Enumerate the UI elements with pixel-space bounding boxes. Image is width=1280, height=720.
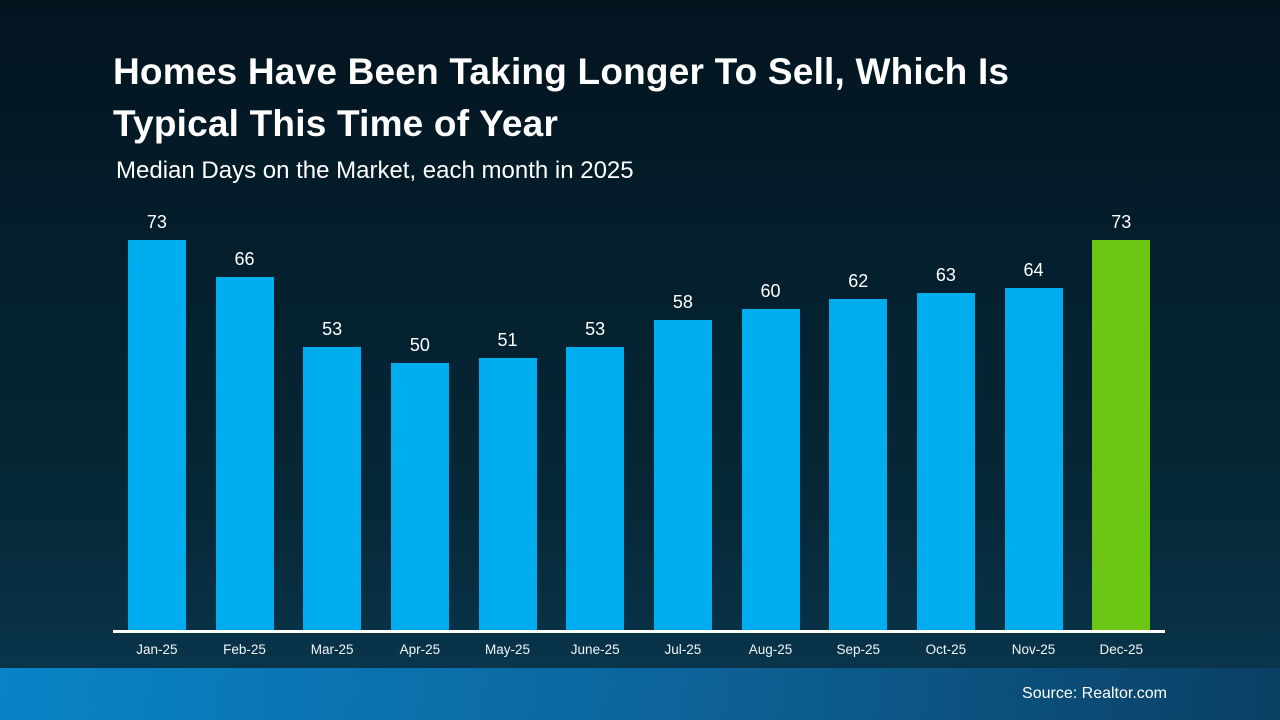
slide-subtitle: Median Days on the Market, each month in… bbox=[116, 157, 634, 184]
x-axis-label: May-25 bbox=[485, 642, 531, 657]
source-credit: Source: Realtor.com bbox=[1022, 685, 1167, 702]
bar bbox=[390, 363, 449, 630]
bar bbox=[303, 347, 362, 630]
bar-column-Feb-25: 66 bbox=[201, 210, 289, 630]
slide-title: Homes Have Been Taking Longer To Sell, W… bbox=[113, 46, 1009, 150]
bar-value-label: 62 bbox=[848, 271, 869, 291]
bar-value-label: 53 bbox=[322, 319, 343, 339]
x-axis-label: Nov-25 bbox=[1011, 642, 1056, 657]
x-axis-label: Jul-25 bbox=[664, 642, 702, 657]
x-axis-label: Feb-25 bbox=[223, 642, 266, 657]
bar-value-label: 64 bbox=[1023, 260, 1044, 280]
bar bbox=[741, 309, 800, 630]
x-axis-labels: Jan-25 Feb-25 Mar-25 Apr-25 May-25 June-25 Jul… bbox=[113, 633, 1165, 657]
bar-chart: 73 66 53 50 51 53 58 60 62 63 64 73 Jan-25 Feb-25 Mar… bbox=[113, 210, 1165, 657]
bar-column-Jul-25: 58 bbox=[639, 210, 727, 630]
x-axis-label: Oct-25 bbox=[925, 642, 967, 657]
bar bbox=[478, 358, 537, 630]
bar-value-label: 58 bbox=[672, 292, 693, 312]
bar-value-label: 51 bbox=[497, 330, 518, 350]
x-axis-label: Sep-25 bbox=[836, 642, 880, 657]
bar-column-May-25: 51 bbox=[464, 210, 552, 630]
bar bbox=[127, 240, 186, 630]
bar-highlighted bbox=[1092, 240, 1151, 630]
bar-column-Nov-25: 64 bbox=[990, 210, 1078, 630]
x-axis-label: June-25 bbox=[570, 642, 620, 657]
bar-value-label: 63 bbox=[935, 265, 956, 285]
x-axis-label: Mar-25 bbox=[310, 642, 354, 657]
title-line-1: Homes Have Been Taking Longer To Sell, W… bbox=[113, 51, 1010, 92]
bar-value-label: 60 bbox=[760, 281, 781, 301]
bar-column-Jan-25: 73 bbox=[113, 210, 201, 630]
x-axis-label: Jan-25 bbox=[136, 642, 178, 657]
bar-value-label: 73 bbox=[146, 212, 167, 232]
bar-column-Apr-25: 50 bbox=[376, 210, 464, 630]
bar bbox=[829, 299, 888, 630]
bar-column-Sep-25: 62 bbox=[814, 210, 902, 630]
bar-column-June-25: 53 bbox=[551, 210, 639, 630]
footer-bar: Source: Realtor.com bbox=[0, 668, 1280, 720]
x-axis-label: Aug-25 bbox=[748, 642, 793, 657]
bar bbox=[1004, 288, 1063, 630]
bar-value-label: 73 bbox=[1111, 212, 1132, 232]
bar-value-label: 50 bbox=[409, 335, 430, 355]
bar bbox=[916, 293, 975, 630]
bar-value-label: 66 bbox=[234, 249, 255, 269]
x-axis-label: Apr-25 bbox=[399, 642, 441, 657]
bar-column-Dec-25: 73 bbox=[1077, 210, 1165, 630]
bar-value-label: 53 bbox=[585, 319, 606, 339]
bar-column-Aug-25: 60 bbox=[727, 210, 815, 630]
bar bbox=[215, 277, 274, 630]
bar-column-Oct-25: 63 bbox=[902, 210, 990, 630]
x-axis-line bbox=[113, 630, 1165, 633]
bar bbox=[653, 320, 712, 630]
bar bbox=[566, 347, 625, 630]
x-axis-label: Dec-25 bbox=[1099, 642, 1143, 657]
title-line-2: Typical This Time of Year bbox=[113, 103, 559, 144]
plot-area: 73 66 53 50 51 53 58 60 62 63 64 73 bbox=[113, 210, 1165, 630]
bar-column-Mar-25: 53 bbox=[288, 210, 376, 630]
